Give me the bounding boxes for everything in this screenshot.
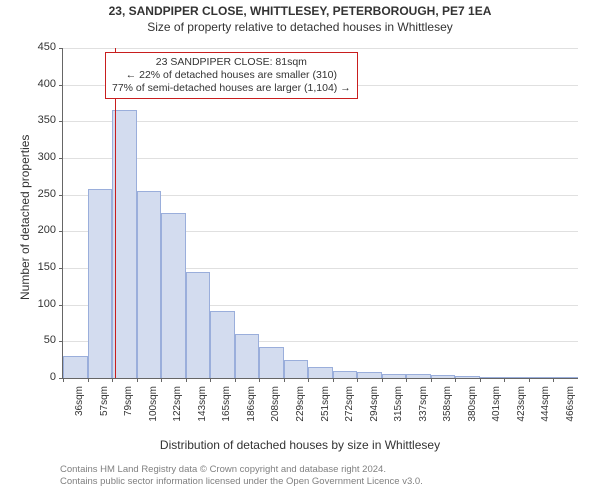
x-tick-label: 337sqm [418, 386, 429, 436]
chart-title-line2: Size of property relative to detached ho… [0, 20, 600, 34]
x-tick [333, 378, 334, 382]
histogram-bar [137, 191, 162, 378]
x-tick-label: 380sqm [467, 386, 478, 436]
x-tick-label: 57sqm [99, 386, 110, 436]
y-tick-label: 350 [26, 114, 56, 126]
x-tick [504, 378, 505, 382]
histogram-bar [161, 213, 186, 378]
y-tick [59, 158, 63, 159]
x-tick-label: 165sqm [221, 386, 232, 436]
x-tick [382, 378, 383, 382]
y-tick-label: 300 [26, 151, 56, 163]
histogram-bar [382, 374, 407, 378]
y-tick [59, 341, 63, 342]
x-tick-label: 423sqm [516, 386, 527, 436]
footer-line: Contains public sector information licen… [60, 476, 423, 488]
x-tick-label: 143sqm [197, 386, 208, 436]
histogram-bar [333, 371, 358, 378]
x-tick [112, 378, 113, 382]
x-tick [308, 378, 309, 382]
x-tick-label: 251sqm [320, 386, 331, 436]
histogram-bar [63, 356, 88, 378]
y-tick [59, 305, 63, 306]
x-tick-label: 229sqm [295, 386, 306, 436]
x-tick-label: 186sqm [246, 386, 257, 436]
footer-line: Contains HM Land Registry data © Crown c… [60, 464, 423, 476]
histogram-bar [112, 110, 137, 378]
histogram-bar [235, 334, 260, 378]
x-tick [284, 378, 285, 382]
histogram-bar [504, 377, 529, 378]
x-tick-label: 315sqm [393, 386, 404, 436]
x-tick-label: 272sqm [344, 386, 355, 436]
x-tick [137, 378, 138, 382]
y-tick [59, 268, 63, 269]
x-tick [553, 378, 554, 382]
histogram-bar [284, 360, 309, 378]
annotation-box: 23 SANDPIPER CLOSE: 81sqm ← 22% of detac… [105, 52, 358, 99]
y-tick [59, 85, 63, 86]
y-tick [59, 231, 63, 232]
x-tick [88, 378, 89, 382]
x-tick [455, 378, 456, 382]
x-tick-label: 358sqm [442, 386, 453, 436]
histogram-bar [406, 374, 431, 378]
histogram-bar [357, 372, 382, 378]
histogram-bar [529, 377, 554, 378]
gridline [63, 158, 578, 159]
annotation-line: ← 22% of detached houses are smaller (31… [112, 69, 351, 82]
x-tick-label: 466sqm [565, 386, 576, 436]
x-tick-label: 100sqm [148, 386, 159, 436]
y-tick-label: 0 [26, 371, 56, 383]
x-tick [63, 378, 64, 382]
x-tick-label: 208sqm [270, 386, 281, 436]
x-tick-label: 401sqm [491, 386, 502, 436]
x-tick [235, 378, 236, 382]
annotation-line: 77% of semi-detached houses are larger (… [112, 82, 351, 95]
x-tick-label: 122sqm [172, 386, 183, 436]
y-tick [59, 48, 63, 49]
histogram-bar [88, 189, 113, 378]
y-tick-label: 400 [26, 78, 56, 90]
x-tick [431, 378, 432, 382]
x-tick [186, 378, 187, 382]
x-tick [480, 378, 481, 382]
x-tick [357, 378, 358, 382]
histogram-bar [431, 375, 456, 378]
y-tick-label: 250 [26, 188, 56, 200]
histogram-bar [259, 347, 284, 378]
x-tick [259, 378, 260, 382]
histogram-bar [553, 377, 578, 378]
gridline [63, 121, 578, 122]
x-tick-label: 444sqm [540, 386, 551, 436]
y-tick [59, 195, 63, 196]
y-tick-label: 50 [26, 334, 56, 346]
y-tick-label: 100 [26, 298, 56, 310]
histogram-bar [210, 311, 235, 378]
x-tick [210, 378, 211, 382]
histogram-bar [308, 367, 333, 378]
histogram-bar [186, 272, 211, 378]
y-tick [59, 121, 63, 122]
y-tick-label: 150 [26, 261, 56, 273]
x-tick [529, 378, 530, 382]
y-tick-label: 450 [26, 41, 56, 53]
x-tick [406, 378, 407, 382]
y-tick-label: 200 [26, 224, 56, 236]
annotation-line: 23 SANDPIPER CLOSE: 81sqm [112, 56, 351, 69]
histogram-bar [455, 376, 480, 378]
chart-title-line1: 23, SANDPIPER CLOSE, WHITTLESEY, PETERBO… [0, 4, 600, 18]
chart-container: 23, SANDPIPER CLOSE, WHITTLESEY, PETERBO… [0, 0, 600, 500]
histogram-bar [480, 377, 505, 378]
footer-attribution: Contains HM Land Registry data © Crown c… [60, 464, 423, 488]
x-tick-label: 79sqm [123, 386, 134, 436]
x-tick-label: 294sqm [369, 386, 380, 436]
x-tick [161, 378, 162, 382]
gridline [63, 48, 578, 49]
x-axis-label: Distribution of detached houses by size … [0, 438, 600, 452]
x-tick-label: 36sqm [74, 386, 85, 436]
